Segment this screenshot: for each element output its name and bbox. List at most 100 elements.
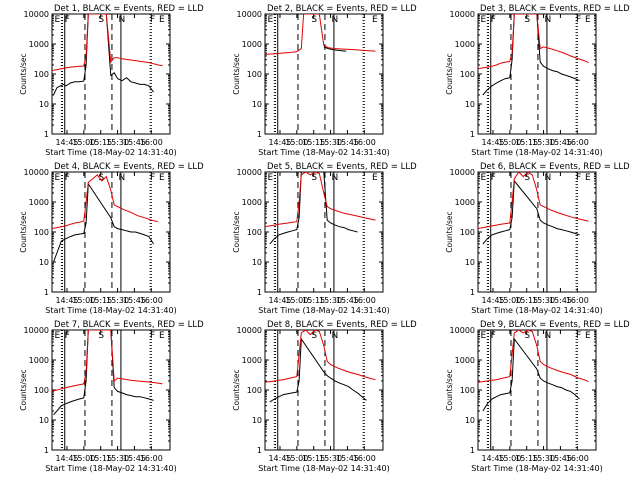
lld-series-line [52,330,163,392]
interval-marker-letter: E [267,173,273,183]
x-tick-label: 16:00 [353,454,376,463]
interval-marker-letter: N [545,331,552,341]
chart-panel: Det 2, BLACK = Events, RED = LLD 1 10 100 10… [232,4,417,157]
interval-marker-letter: F [491,15,496,25]
x-tick-label: 14:45 [268,296,291,305]
chart-panel: Det 9, BLACK = Events, RED = LLD 1 10 100 10… [445,320,630,473]
y-axis-label: Counts/sec [445,53,454,94]
y-axis-label: Counts/sec [445,211,454,252]
events-series-line [482,179,580,245]
y-tick-label: 1000 [242,356,262,365]
y-tick-label: 100 [460,386,475,395]
x-tick-label: 15:30 [106,138,129,147]
x-tick-label: 15:45 [336,138,359,147]
y-tick-label: 100 [247,70,262,79]
interval-marker-letter: F [150,15,155,25]
interval-marker-letter: F [491,173,496,183]
events-series-line [323,46,347,52]
x-tick-label: 15:30 [106,454,129,463]
x-tick-label: 14:45 [481,138,504,147]
x-axis-label: Start Time (18-May-02 14:31:40) [45,464,176,473]
interval-marker-letter: E [480,15,486,25]
x-tick-label: 14:45 [55,296,78,305]
panel-title: Det 6, BLACK = Events, RED = LLD [480,162,630,172]
y-axis-label: Counts/sec [445,369,454,410]
y-tick-label: 1 [44,130,49,139]
x-tick-label: 15:00 [285,296,308,305]
y-axis-label: Counts/sec [232,211,241,252]
y-axis-label: Counts/sec [19,369,28,410]
x-tick-label: 15:30 [319,138,342,147]
x-tick-label: 15:15 [515,138,538,147]
interval-marker-letter: F [150,331,155,341]
lld-series-line [265,172,376,228]
interval-marker-letter: F [65,15,70,25]
x-tick-label: 15:15 [302,138,325,147]
interval-marker-letter: F [65,173,70,183]
y-tick-label: 1000 [29,40,49,49]
y-tick-label: 1 [44,288,49,297]
y-tick-label: 100 [34,228,49,237]
chart-panel: Det 7, BLACK = Events, RED = LLD 1 10 100 10… [19,320,204,473]
y-tick-label: 1 [470,446,475,455]
events-series-line [269,337,367,403]
interval-marker-letter: E [372,173,378,183]
events-series-line [482,337,580,412]
interval-marker-letter: S [524,331,530,341]
x-tick-label: 15:30 [319,296,342,305]
x-tick-label: 15:00 [498,454,521,463]
y-tick-label: 10000 [237,326,262,335]
x-tick-label: 14:45 [268,138,291,147]
y-tick-label: 100 [460,70,475,79]
y-tick-label: 1000 [29,198,49,207]
y-tick-label: 10 [252,416,262,425]
y-tick-label: 10000 [24,168,49,177]
interval-marker-letter: F [491,331,496,341]
x-tick-label: 15:30 [532,454,555,463]
y-tick-label: 1000 [455,198,475,207]
x-tick-label: 15:00 [72,296,95,305]
y-tick-label: 1 [257,130,262,139]
y-tick-label: 100 [34,70,49,79]
chart-panel: Det 4, BLACK = Events, RED = LLD 1 10 100 10… [19,162,204,315]
y-tick-label: 100 [247,386,262,395]
interval-marker-letter: E [159,331,165,341]
interval-marker-letter: S [98,331,104,341]
interval-marker-letter: F [576,173,581,183]
lld-series-line [265,330,376,383]
x-tick-label: 16:00 [140,138,163,147]
x-tick-label: 15:45 [336,296,359,305]
y-tick-label: 1 [257,288,262,297]
x-tick-label: 15:15 [89,454,112,463]
y-axis-label: Counts/sec [232,53,241,94]
x-tick-label: 15:15 [302,454,325,463]
x-axis-label: Start Time (18-May-02 14:31:40) [471,464,602,473]
x-axis-label: Start Time (18-May-02 14:31:40) [471,306,602,315]
interval-marker-letter: E [585,15,591,25]
events-series-line [482,14,580,96]
x-tick-label: 16:00 [566,296,589,305]
y-tick-label: 1 [44,446,49,455]
y-tick-label: 100 [247,228,262,237]
interval-marker-letter: N [119,15,126,25]
x-axis-label: Start Time (18-May-02 14:31:40) [45,306,176,315]
x-tick-label: 16:00 [353,138,376,147]
y-tick-label: 10000 [450,326,475,335]
y-tick-label: 10 [465,416,475,425]
interval-marker-letter: E [585,173,591,183]
x-axis-label: Start Time (18-May-02 14:31:40) [45,148,176,157]
interval-marker-letter: E [480,331,486,341]
x-tick-label: 14:45 [481,454,504,463]
x-tick-label: 16:00 [566,454,589,463]
x-tick-label: 15:15 [89,138,112,147]
interval-marker-letter: F [576,331,581,341]
interval-marker-letter: N [119,173,126,183]
x-tick-label: 15:45 [549,454,572,463]
panel-title: Det 1, BLACK = Events, RED = LLD [54,4,204,14]
interval-marker-letter: S [311,331,317,341]
interval-marker-letter: S [98,15,104,25]
y-tick-label: 10000 [450,168,475,177]
events-series-line [269,172,358,245]
y-tick-label: 10 [39,100,49,109]
